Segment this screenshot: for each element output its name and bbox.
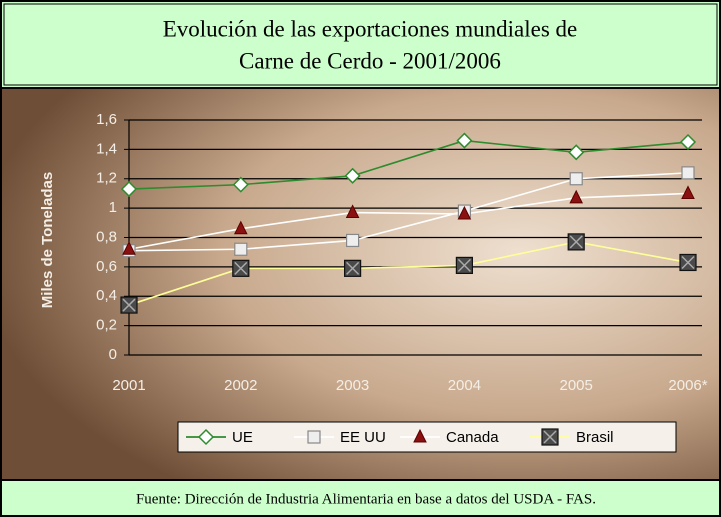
- marker: [413, 428, 427, 443]
- series-line: [128, 192, 689, 251]
- y-tick-label: 0,2: [96, 317, 117, 334]
- y-tick-label: 1,6: [96, 111, 117, 128]
- marker-cross: [543, 430, 557, 444]
- marker: [232, 259, 250, 277]
- y-tick-label: 0,6: [96, 258, 117, 275]
- marker: [233, 220, 248, 235]
- series-line: [128, 172, 689, 252]
- x-tick-label: 2006*: [668, 377, 707, 394]
- marker: [197, 428, 215, 446]
- x-tick-label: 2002: [224, 377, 257, 394]
- marker: [120, 296, 138, 314]
- marker: [541, 428, 559, 446]
- plot-background: [0, 87, 721, 481]
- x-tick-label: 2001: [112, 377, 145, 394]
- marker: [234, 242, 248, 256]
- y-tick-label: 0,8: [96, 228, 117, 245]
- y-tick-label: 1,2: [96, 170, 117, 187]
- legend-label: UE: [232, 429, 253, 446]
- marker-cross: [346, 261, 360, 275]
- marker: [344, 259, 362, 277]
- marker: [569, 189, 584, 204]
- marker-cross: [457, 258, 471, 272]
- series-line: [128, 139, 689, 190]
- x-tick-label: 2004: [448, 377, 481, 394]
- legend-label: EE UU: [340, 429, 386, 446]
- x-tick-label: 2005: [560, 377, 593, 394]
- marker: [122, 241, 136, 255]
- marker: [679, 133, 697, 151]
- marker: [681, 185, 695, 199]
- y-tick-label: 0: [109, 346, 117, 363]
- marker: [345, 204, 360, 219]
- marker: [456, 132, 473, 149]
- title-box: [0, 0, 721, 89]
- marker: [567, 233, 585, 251]
- marker: [457, 205, 472, 220]
- legend-group: UE EE UU Canada Brasil: [177, 421, 677, 453]
- marker: [346, 233, 360, 248]
- marker: [232, 176, 249, 193]
- series-line: [128, 241, 689, 306]
- marker: [679, 253, 697, 272]
- source-note: Fuente: Dirección de Industria Alimentar…: [136, 491, 596, 507]
- marker: [568, 144, 585, 161]
- x-tick-label: 2003: [336, 377, 369, 394]
- marker-cross: [234, 261, 248, 275]
- source-box: [0, 479, 721, 517]
- marker: [569, 172, 583, 186]
- y-tick-label: 0,4: [96, 287, 117, 304]
- title-box-inner: [3, 3, 718, 86]
- marker-cross: [569, 235, 583, 249]
- marker: [455, 256, 473, 275]
- chart-title: Carne de Cerdo - 2001/2006: [239, 48, 501, 73]
- y-tick-label: 1: [109, 199, 117, 216]
- marker: [344, 167, 361, 184]
- marker: [120, 180, 138, 198]
- chart-title: Evolución de las exportaciones mundiales…: [163, 16, 578, 41]
- marker-cross: [681, 255, 695, 269]
- y-tick-label: 1,4: [96, 140, 117, 157]
- marker-cross: [122, 298, 136, 312]
- legend-label: Brasil: [576, 429, 614, 446]
- legend-label: Canada: [446, 429, 499, 446]
- marker: [681, 166, 695, 180]
- y-axis-label: Miles de Toneladas: [39, 172, 56, 308]
- marker: [307, 430, 321, 444]
